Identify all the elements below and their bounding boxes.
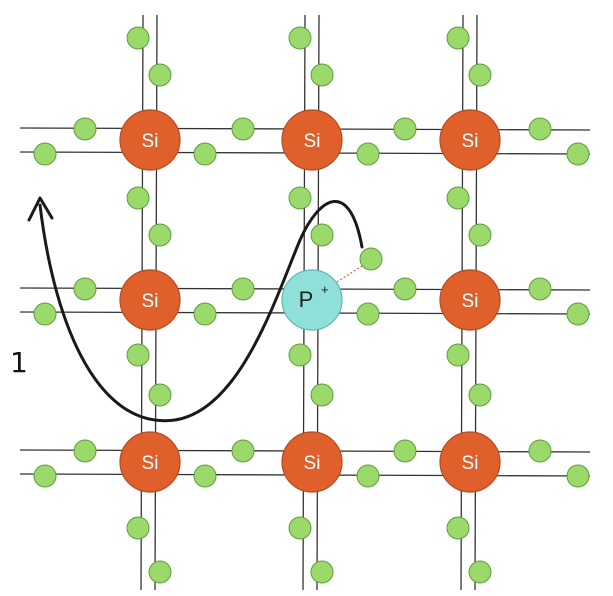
electron-dot bbox=[73, 277, 97, 301]
electron-dot bbox=[231, 439, 255, 463]
electron-dot bbox=[288, 26, 312, 50]
electron-dot bbox=[231, 277, 255, 301]
si-r2c3-atom: Si bbox=[439, 269, 501, 331]
electron-dot bbox=[148, 560, 172, 584]
electron-dot bbox=[356, 302, 380, 326]
si-r3c3-atom: Si bbox=[439, 431, 501, 493]
atom-label: Si bbox=[142, 453, 159, 474]
electron-dot bbox=[566, 302, 590, 326]
atom-label: Si bbox=[462, 453, 479, 474]
p-r2c2-atom: P + bbox=[281, 269, 343, 331]
electron-dot bbox=[446, 186, 470, 210]
electron-dot bbox=[393, 439, 417, 463]
atom-label: Si bbox=[142, 131, 159, 152]
electron-dot bbox=[393, 117, 417, 141]
side-label: 1 bbox=[10, 346, 28, 379]
si-r1c2-atom: Si bbox=[281, 109, 343, 171]
electron-dot bbox=[310, 383, 334, 407]
electron-dot bbox=[33, 302, 57, 326]
atom-label: Si bbox=[142, 291, 159, 312]
electron-dot bbox=[33, 142, 57, 166]
si-r1c1-atom: Si bbox=[119, 109, 181, 171]
electron-dot bbox=[310, 223, 334, 247]
si-r3c2-atom: Si bbox=[281, 431, 343, 493]
electron-dot bbox=[193, 302, 217, 326]
electron-dot bbox=[566, 142, 590, 166]
atom-label: Si bbox=[462, 291, 479, 312]
electron-dot bbox=[468, 383, 492, 407]
electron-dot bbox=[356, 142, 380, 166]
electron-dot bbox=[310, 63, 334, 87]
electron-dot bbox=[73, 439, 97, 463]
electron-dot bbox=[356, 464, 380, 488]
atom-label: P bbox=[299, 287, 314, 312]
electron-dot bbox=[288, 516, 312, 540]
electron-dot bbox=[193, 464, 217, 488]
electron-dot bbox=[528, 117, 552, 141]
electron-dot bbox=[446, 26, 470, 50]
electron-dot bbox=[126, 26, 150, 50]
atom-charge: + bbox=[321, 282, 329, 297]
electron-dot bbox=[446, 343, 470, 367]
electron-dot bbox=[393, 277, 417, 301]
electron-dot bbox=[231, 117, 255, 141]
electron-dot bbox=[126, 186, 150, 210]
electron-dot bbox=[566, 464, 590, 488]
electron-dot bbox=[148, 63, 172, 87]
electron-dot bbox=[468, 560, 492, 584]
electron-dot bbox=[126, 516, 150, 540]
bond-electrons bbox=[33, 26, 590, 584]
electron-path-curve bbox=[38, 200, 364, 423]
electron-dot bbox=[288, 186, 312, 210]
electron-dot bbox=[148, 383, 172, 407]
free-electron bbox=[359, 247, 383, 271]
electron-dot bbox=[193, 142, 217, 166]
electron-dot bbox=[468, 223, 492, 247]
atom-label: Si bbox=[462, 131, 479, 152]
si-r1c3-atom: Si bbox=[439, 109, 501, 171]
electron-dot bbox=[528, 439, 552, 463]
electron-dot bbox=[33, 464, 57, 488]
si-r3c1-atom: Si bbox=[119, 431, 181, 493]
atom-label: Si bbox=[304, 131, 321, 152]
arrow-head-icon bbox=[27, 196, 54, 222]
electron-dot bbox=[310, 560, 334, 584]
electron-dot bbox=[288, 343, 312, 367]
si-r2c1-atom: Si bbox=[119, 269, 181, 331]
electron-dot bbox=[73, 117, 97, 141]
electron-dot bbox=[446, 516, 470, 540]
electron-dot bbox=[468, 63, 492, 87]
electron-dot bbox=[148, 223, 172, 247]
electron-dot bbox=[528, 277, 552, 301]
atom-label: Si bbox=[304, 453, 321, 474]
electron-dot bbox=[126, 343, 150, 367]
